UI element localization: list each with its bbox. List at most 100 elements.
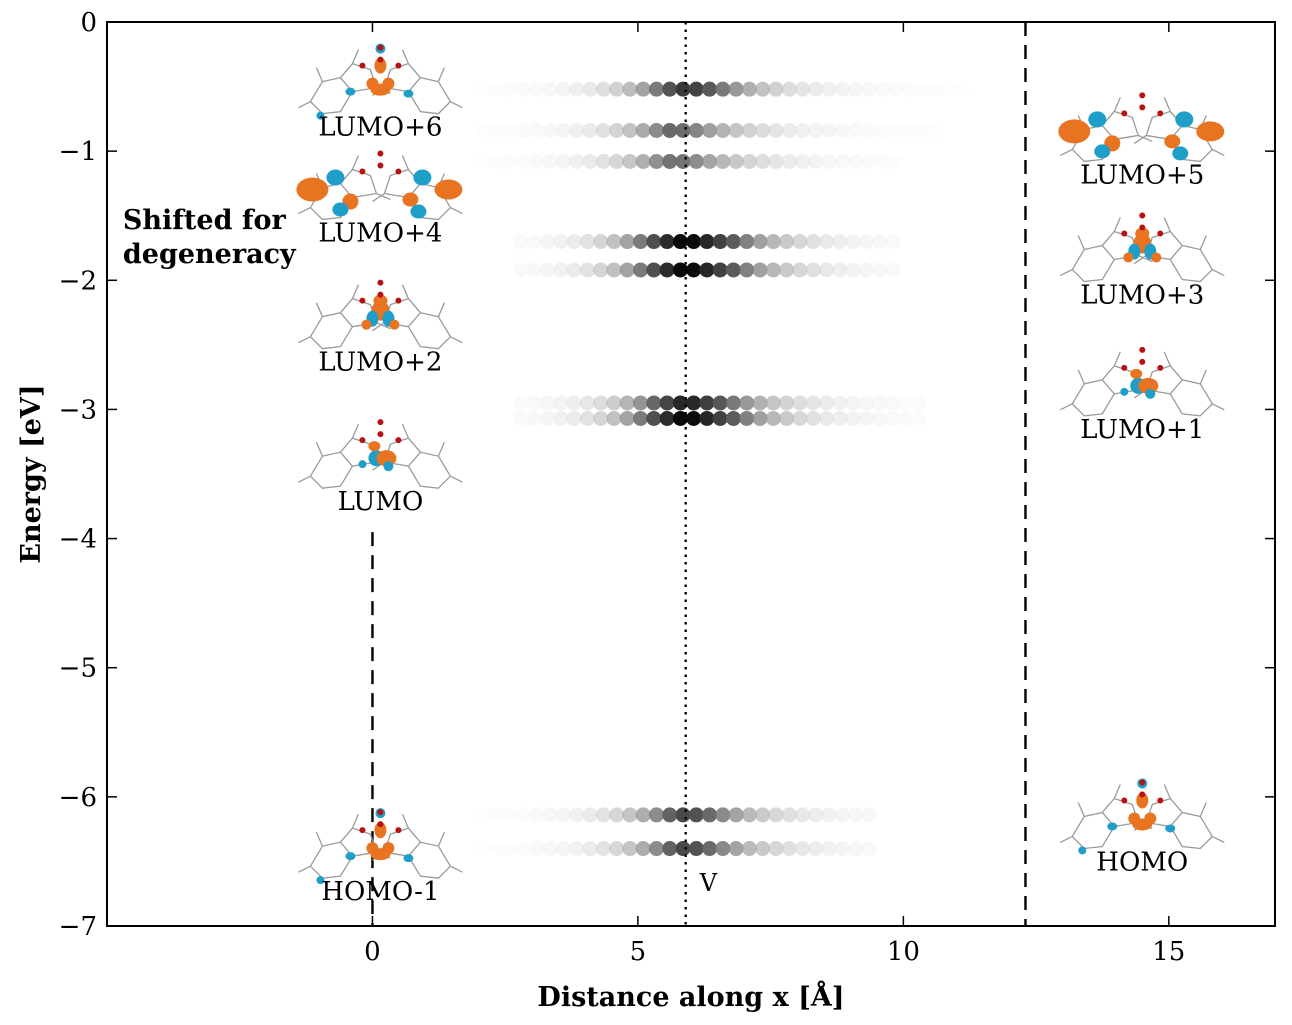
orbital-lobe <box>332 202 349 217</box>
orbital-lobe <box>1172 146 1189 161</box>
density-point <box>898 395 914 411</box>
density-point <box>595 122 611 138</box>
orbital-lobe <box>383 461 394 472</box>
density-point <box>887 81 903 97</box>
density-point <box>635 841 651 857</box>
density-point <box>885 262 901 278</box>
density-point <box>861 153 877 169</box>
density-point <box>633 410 649 426</box>
density-point <box>609 122 625 138</box>
density-point <box>898 410 914 426</box>
atom-marker <box>1139 224 1146 231</box>
density-point <box>529 841 545 857</box>
density-point <box>861 81 877 97</box>
density-point <box>553 234 569 250</box>
orbital-label: LUMO+2 <box>318 348 442 378</box>
density-point <box>688 807 704 823</box>
density-point <box>513 262 529 278</box>
density-point <box>739 262 755 278</box>
density-point <box>556 81 572 97</box>
density-point <box>792 262 808 278</box>
x-axis-label: Distance along x [Å] <box>537 979 844 1013</box>
density-point <box>635 807 651 823</box>
orbital-lobe <box>1145 388 1156 399</box>
density-point <box>927 81 943 97</box>
atom-marker <box>395 62 402 69</box>
density-point <box>911 395 927 411</box>
molecular-orbital-figure: LUMO+1 <box>1059 346 1225 445</box>
density-point <box>672 262 688 278</box>
molecule-orbital-icon <box>1059 346 1225 417</box>
density-point <box>821 122 837 138</box>
density-point <box>808 81 824 97</box>
atom-marker <box>395 297 402 304</box>
y-axis-label: Energy [eV] <box>16 384 47 563</box>
density-point <box>739 234 755 250</box>
orbital-lobe <box>361 319 372 330</box>
molecular-orbital-figure: HOMO-1 <box>297 808 464 907</box>
atom-marker <box>1139 358 1146 365</box>
density-point <box>566 395 582 411</box>
density-point <box>622 122 638 138</box>
density-point <box>834 153 850 169</box>
density-point <box>845 395 861 411</box>
orbital-lobe <box>1165 824 1176 833</box>
atom-marker <box>377 150 384 157</box>
density-point <box>595 807 611 823</box>
atom-marker <box>395 437 402 444</box>
orbital-label: LUMO <box>338 487 424 517</box>
atom-marker <box>377 419 384 426</box>
density-point <box>686 410 702 426</box>
density-point <box>940 81 956 97</box>
orbital-lobe <box>358 460 367 469</box>
density-point <box>675 153 691 169</box>
density-point <box>502 122 518 138</box>
y-tick-label: −6 <box>59 783 97 813</box>
y-tick-label: −5 <box>59 654 97 684</box>
density-point <box>848 841 864 857</box>
density-point <box>672 395 688 411</box>
density-point <box>927 122 943 138</box>
density-point <box>808 841 824 857</box>
atom-marker <box>377 279 384 286</box>
density-point <box>542 841 558 857</box>
density-point <box>622 81 638 97</box>
density-point <box>725 410 741 426</box>
molecular-orbital-figure: LUMO+6 <box>297 43 464 143</box>
orbital-label: LUMO+3 <box>1080 281 1204 311</box>
density-point <box>648 81 664 97</box>
density-point <box>885 410 901 426</box>
density-point <box>553 410 569 426</box>
density-point <box>715 807 731 823</box>
y-tick-label: −3 <box>59 395 97 425</box>
orbital-lobe <box>413 169 432 186</box>
density-point <box>885 395 901 411</box>
orbital-lobe <box>1136 792 1149 809</box>
orbital-lobe <box>296 177 329 202</box>
density-point <box>476 807 492 823</box>
atom-marker <box>377 291 384 298</box>
density-point <box>832 395 848 411</box>
reference-line-label: V <box>699 869 718 897</box>
y-tick-label: −2 <box>59 266 97 296</box>
density-point <box>821 807 837 823</box>
density-point <box>901 122 917 138</box>
density-point <box>595 153 611 169</box>
density-point <box>516 841 532 857</box>
density-point <box>861 122 877 138</box>
molecular-orbital-figure: LUMO+3 <box>1059 212 1225 311</box>
molecule-orbital-icon <box>297 279 464 350</box>
atom-marker <box>1121 230 1128 237</box>
density-point <box>702 81 718 97</box>
density-point <box>619 410 635 426</box>
density-point <box>765 395 781 411</box>
density-point <box>540 262 556 278</box>
density-point <box>752 395 768 411</box>
density-point <box>502 807 518 823</box>
annotation-line-2: degeneracy <box>123 239 297 270</box>
density-point <box>609 81 625 97</box>
density-point <box>768 841 784 857</box>
density-point <box>755 153 771 169</box>
density-point <box>619 234 635 250</box>
orbital-label: HOMO <box>1096 847 1188 877</box>
